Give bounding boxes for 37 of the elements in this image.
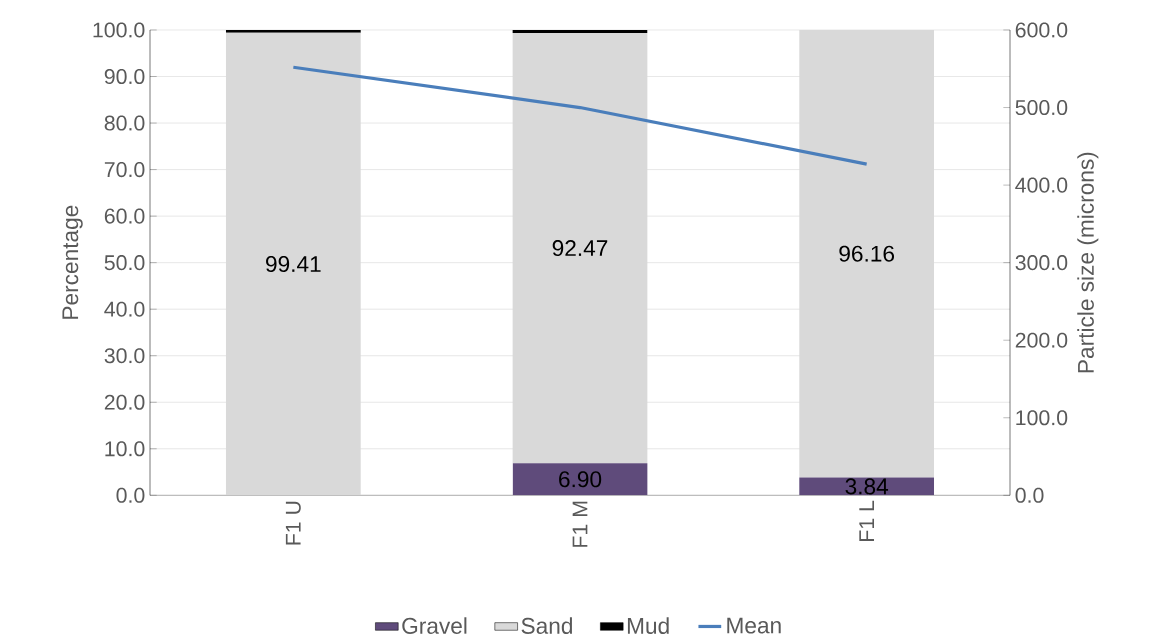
legend-label: Mean — [727, 617, 781, 634]
bar — [512, 29, 648, 33]
y-tick-label: 30.0 — [104, 348, 145, 364]
y2-axis-title: Particle size (microns) — [1077, 152, 1099, 373]
y-tick-label: 0.0 — [116, 487, 145, 503]
y-tick-label: 40.0 — [104, 301, 145, 317]
y2-tick-label: 500.0 — [1015, 100, 1068, 116]
y-tick-label: 80.0 — [104, 115, 145, 131]
y-tick-label: 100.0 — [93, 22, 145, 38]
bar — [512, 32, 648, 464]
y2-tick-label: 400.0 — [1015, 177, 1068, 193]
y-tick-label: 60.0 — [104, 208, 145, 224]
bar — [799, 477, 935, 496]
y2-tick-label: 200.0 — [1015, 332, 1068, 348]
y-tick-label: 90.0 — [104, 68, 145, 85]
legend-label: Gravel — [402, 617, 467, 634]
bar — [225, 29, 361, 33]
y2-tick-label: 100.0 — [1016, 410, 1068, 426]
y2-tick-label: 300.0 — [1015, 255, 1068, 271]
y-tick-label: 20.0 — [104, 394, 145, 410]
y-axis-title: Percentage — [62, 205, 83, 319]
y-tick-label: 10.0 — [105, 441, 145, 457]
y-tick-label: 70.0 — [104, 162, 145, 178]
x-tick-label: F1 M — [572, 501, 588, 547]
y2-tick-label: 600.0 — [1015, 22, 1068, 38]
data-label: 92.47 — [552, 240, 608, 257]
data-label: 6.90 — [559, 471, 602, 488]
y2-tick-label: 0.0 — [1015, 487, 1044, 503]
x-tick-label: F1 U — [285, 501, 301, 545]
data-label: 96.16 — [839, 245, 895, 262]
bar — [512, 463, 648, 496]
data-label: 3.84 — [845, 478, 889, 495]
legend-label: Sand — [521, 617, 572, 634]
data-label: 99.41 — [266, 256, 321, 273]
legend-label: Mud — [627, 617, 669, 634]
x-tick-label: F1 L — [859, 500, 874, 541]
y-tick-label: 50.0 — [104, 255, 145, 271]
